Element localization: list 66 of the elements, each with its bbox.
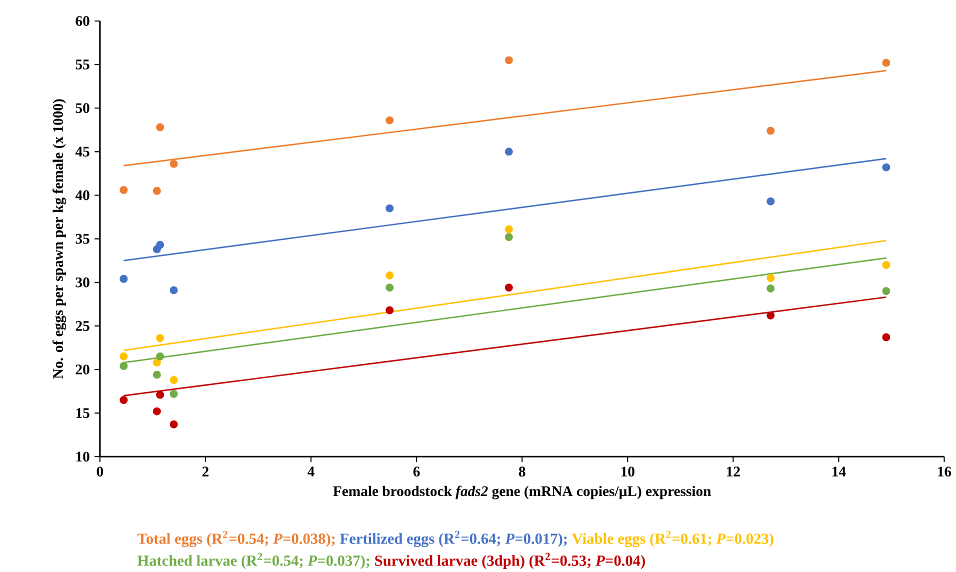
text: Total eggs (R$^{2}$=0.54; P=0.038);: [137, 531, 335, 548]
x-axis-title: Female broodstock fads2 gene (mRNA copies/µL) expression: [333, 486, 712, 500]
point: [386, 116, 394, 125]
x-tick-label: 12: [727, 466, 740, 477]
point: [882, 59, 890, 68]
y-tick-label: 60: [76, 16, 90, 26]
point: [766, 312, 775, 320]
point: [156, 124, 164, 132]
point: [156, 391, 164, 399]
x-tick-label: 0: [96, 466, 104, 477]
x-tick-label: 16: [938, 466, 952, 477]
x-tick-label: 6: [413, 466, 420, 477]
point: [170, 160, 178, 168]
point: [170, 420, 178, 429]
point: [386, 272, 394, 280]
text: Hatched larvae (R$^{2}$=0.54; P=0.037);: [137, 553, 370, 570]
point: [120, 275, 128, 284]
point: [386, 284, 394, 292]
point: [386, 204, 394, 213]
point: [504, 284, 513, 292]
point: [152, 370, 161, 379]
point: [120, 186, 128, 194]
y-tick-label: 40: [75, 190, 90, 200]
point: [882, 333, 890, 342]
x-tick-label: 14: [832, 466, 846, 477]
y-tick-label: 15: [76, 408, 90, 418]
point: [504, 56, 513, 64]
x-tick-label: 2: [202, 466, 208, 477]
point: [766, 127, 775, 135]
point: [170, 390, 178, 398]
point: [882, 261, 890, 270]
y-tick-label: 10: [76, 452, 90, 462]
point: [170, 376, 178, 384]
point: [170, 286, 178, 294]
point: [504, 148, 513, 156]
y-tick-label: 55: [76, 60, 90, 70]
text: Survived larvae (3dph) (R$^{2}$=0.53; P=0.04): [375, 553, 645, 570]
text: Fertilized eggs (R$^{2}$=0.64; P=0.017);: [340, 531, 567, 548]
point: [120, 396, 128, 404]
y-tick-label: 45: [75, 147, 90, 157]
y-tick-label: 25: [76, 321, 90, 332]
point: [152, 187, 161, 196]
x-tick-label: 8: [518, 466, 526, 477]
point: [156, 241, 164, 250]
point: [156, 352, 164, 361]
point: [120, 362, 128, 370]
x-tick-label: 10: [621, 466, 634, 477]
point: [766, 198, 775, 206]
y-axis-title: No. of eggs per spawn per kg female (x 1000): [52, 99, 66, 379]
point: [766, 284, 775, 293]
x-tick-label: 4: [308, 466, 314, 477]
point: [766, 274, 775, 282]
point: [882, 287, 890, 296]
y-tick-label: 50: [76, 103, 90, 114]
y-tick-label: 35: [76, 234, 90, 244]
point: [156, 334, 164, 342]
y-tick-label: 30: [76, 278, 90, 288]
point: [152, 358, 161, 367]
point: [504, 225, 513, 234]
point: [120, 352, 128, 361]
y-tick-label: 20: [76, 364, 90, 375]
point: [386, 306, 394, 314]
point: [882, 164, 890, 172]
point: [504, 233, 513, 242]
text: Viable eggs (R$^{2}$=0.61; P=0.023): [572, 531, 774, 548]
point: [152, 408, 161, 416]
